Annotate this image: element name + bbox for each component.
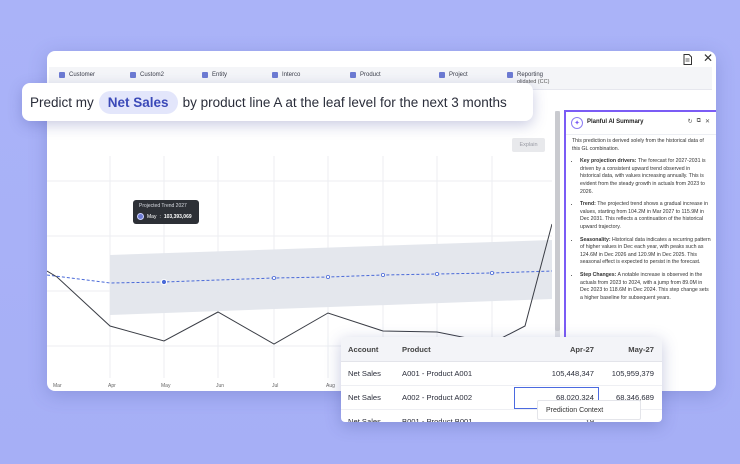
table-cell[interactable]: A001 - Product A001 <box>401 361 513 386</box>
filter-reporting-value: olidated (CC) <box>517 79 550 85</box>
explain-button[interactable]: Explain <box>512 138 545 152</box>
x-tick-label: Jun <box>216 383 224 389</box>
ai-summary-bullets: Key projection drivers: The forecast for… <box>572 158 712 302</box>
ai-bullet-drivers: Key projection drivers: The forecast for… <box>580 158 712 196</box>
prompt-bar[interactable]: Predict my Net Sales by product line A a… <box>22 83 533 121</box>
filter-project[interactable]: Project <box>439 72 468 78</box>
trend-point <box>434 272 439 277</box>
tooltip-row: May : 103,393,069 <box>137 213 192 220</box>
dimension-icon <box>130 72 136 78</box>
prediction-context-menu-item[interactable]: Prediction Context <box>537 400 641 420</box>
refresh-icon[interactable]: ↻ <box>687 119 693 125</box>
filter-reporting[interactable]: Reporting olidated (CC) <box>507 72 549 85</box>
x-tick-label: Jul <box>272 383 278 389</box>
prompt-suffix: by product line A at the leaf level for … <box>182 94 507 110</box>
x-axis-labels: Mar Apr May Jun Jul Aug <box>53 383 335 389</box>
trend-point <box>271 276 276 281</box>
ai-summary-body: This prediction is derived solely from t… <box>572 138 712 307</box>
trend-line-2027 <box>47 270 552 284</box>
tooltip-month: May <box>147 213 157 220</box>
ai-bullet-step-changes: Step Changes: A notable increase is obse… <box>580 272 712 302</box>
ai-summary-intro: This prediction is derived solely from t… <box>572 138 704 152</box>
trend-point <box>380 273 385 278</box>
filter-interco[interactable]: Interco <box>272 72 300 78</box>
prompt-prefix: Predict my <box>30 94 94 110</box>
dimension-icon <box>507 72 513 78</box>
table-cell[interactable]: Net Sales <box>341 361 401 386</box>
x-tick-label: Apr <box>108 383 116 389</box>
table-header-row: Account Product Apr-27 May-27 <box>341 337 662 362</box>
filter-entity[interactable]: Entity <box>202 72 227 78</box>
dimension-icon <box>272 72 278 78</box>
table-row: Net Sales A001 - Product A001 105,448,34… <box>341 361 662 386</box>
ai-summary-tools: ↻ ⧉ ✕ <box>688 118 710 125</box>
trend-point <box>489 271 494 276</box>
table-cell[interactable]: 105,448,347 <box>513 361 600 386</box>
ai-bullet-seasonality: Seasonality: Historical data indicates a… <box>580 237 712 267</box>
table-cell[interactable]: Net Sales <box>341 409 401 422</box>
ai-summary-header: ✦ Planful AI Summary ↻ ⧉ ✕ <box>566 112 716 135</box>
ai-summary-title: Planful AI Summary <box>587 119 644 125</box>
filter-custom2[interactable]: Custom2 <box>130 72 164 78</box>
trend-point <box>325 275 330 280</box>
ai-sparkle-icon: ✦ <box>571 117 583 129</box>
close-icon[interactable]: ✕ <box>703 51 714 65</box>
dimension-icon <box>202 72 208 78</box>
dimension-icon <box>350 72 356 78</box>
tooltip-value: 103,393,069 <box>163 213 192 220</box>
ai-bullet-trend: Trend: The projected trend shows a gradu… <box>580 201 712 231</box>
x-tick-label: May <box>161 383 171 389</box>
trend-point-selected[interactable] <box>160 278 168 286</box>
filter-product[interactable]: Product <box>350 72 381 78</box>
series-marker-icon <box>137 213 144 220</box>
tooltip-title: Projected Trend 2027 <box>139 203 187 209</box>
prompt-chip-net-sales[interactable]: Net Sales <box>98 90 178 114</box>
column-header-apr-27[interactable]: Apr-27 <box>513 337 600 362</box>
copy-icon[interactable]: ⧉ <box>696 118 701 124</box>
chart-scrollbar-thumb[interactable] <box>555 111 560 331</box>
column-header-product[interactable]: Product <box>401 337 513 362</box>
column-header-account[interactable]: Account <box>341 337 401 362</box>
document-icon[interactable] <box>683 54 692 65</box>
column-header-may-27[interactable]: May-27 <box>600 337 662 362</box>
dimension-icon <box>439 72 445 78</box>
table-cell[interactable]: 105,959,379 <box>600 361 662 386</box>
filter-customer[interactable]: Customer <box>59 72 95 78</box>
close-icon[interactable]: ✕ <box>704 119 710 125</box>
x-tick-label: Aug <box>326 383 335 389</box>
table-cell[interactable]: B001 - Product B001 <box>401 409 513 422</box>
chart-tooltip: Projected Trend 2027 May : 103,393,069 <box>133 200 199 224</box>
x-tick-label: Mar <box>53 383 62 389</box>
window-topbar: ✕ <box>47 51 716 67</box>
table-cell[interactable]: Net Sales <box>341 385 401 410</box>
table-cell[interactable]: A002 - Product A002 <box>401 385 513 410</box>
dimension-icon <box>59 72 65 78</box>
confidence-band <box>110 240 552 315</box>
